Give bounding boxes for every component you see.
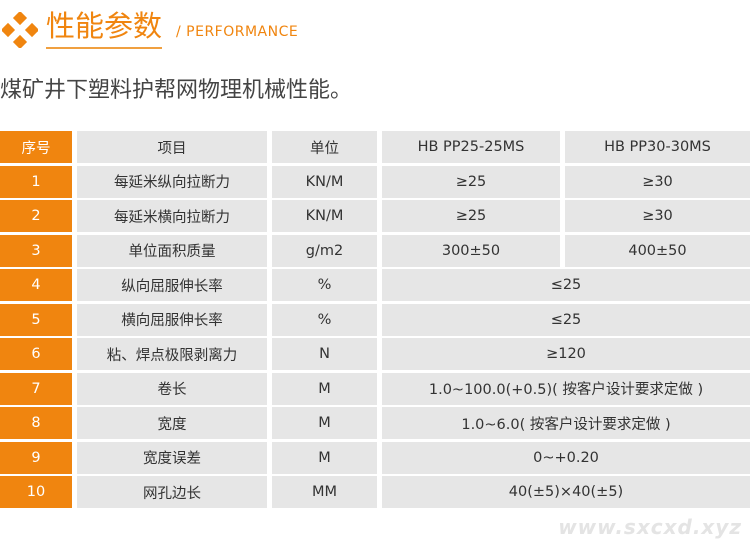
- section-description: 煤矿井下塑料护帮网物理机械性能。: [0, 78, 353, 103]
- section-title: 性能参数: [46, 8, 163, 49]
- table-cell: 5: [0, 303, 72, 336]
- table-cell: 6: [0, 338, 72, 370]
- table-cell: 300±50: [382, 234, 560, 267]
- table-cell: 网孔边长: [77, 476, 267, 508]
- table-cell: 宽度: [77, 407, 267, 439]
- header-cell: HB PP25-25MS: [382, 131, 560, 163]
- table-cell: 横向屈服伸长率: [77, 303, 267, 336]
- table-cell: 1: [0, 165, 72, 198]
- table-cell: %: [272, 303, 377, 336]
- table-cell: 10: [0, 476, 72, 508]
- table-cell: ≤25: [382, 303, 750, 336]
- table-cell: 1.0~100.0(+0.5)( 按客户设计要求定做 ): [382, 372, 750, 405]
- table-cell: ≥30: [565, 200, 750, 232]
- table-cell: 粘、焊点极限剥离力: [77, 338, 267, 370]
- diamond-logo-icon: [2, 12, 38, 48]
- header-cell: 项目: [77, 131, 267, 163]
- table-cell: g/m2: [272, 234, 377, 267]
- table-cell: ≥25: [382, 165, 560, 198]
- table-cell: 0~+0.20: [382, 441, 750, 474]
- table-cell: KN/M: [272, 200, 377, 232]
- table-cell: M: [272, 372, 377, 405]
- performance-table: 序号 项目 单位 HB PP25-25MS HB PP30-30MS 1 每延米纵…: [0, 131, 750, 508]
- table-cell: ≥25: [382, 200, 560, 232]
- table-cell: 9: [0, 441, 72, 474]
- table-cell: 1.0~6.0( 按客户设计要求定做 ): [382, 407, 750, 439]
- table-cell: ≤25: [382, 269, 750, 301]
- table-cell: %: [272, 269, 377, 301]
- table-cell: M: [272, 441, 377, 474]
- table-cell: 2: [0, 200, 72, 232]
- table-cell: 卷长: [77, 372, 267, 405]
- table-cell: 3: [0, 234, 72, 267]
- table-cell: MM: [272, 476, 377, 508]
- table-cell: 每延米横向拉断力: [77, 200, 267, 232]
- table-cell: 7: [0, 372, 72, 405]
- table-cell: ≥30: [565, 165, 750, 198]
- table-cell: 纵向屈服伸长率: [77, 269, 267, 301]
- table-cell: 400±50: [565, 234, 750, 267]
- header-cell: HB PP30-30MS: [565, 131, 750, 163]
- table-cell: ≥120: [382, 338, 750, 370]
- table-cell: KN/M: [272, 165, 377, 198]
- table-cell: 4: [0, 269, 72, 301]
- header-cell: 序号: [0, 131, 72, 163]
- section-subtitle: / PERFORMANCE: [176, 24, 299, 40]
- table-cell: 8: [0, 407, 72, 439]
- table-cell: N: [272, 338, 377, 370]
- table-cell: 每延米纵向拉断力: [77, 165, 267, 198]
- table-cell: M: [272, 407, 377, 439]
- header-cell: 单位: [272, 131, 377, 163]
- table-cell: 单位面积质量: [77, 234, 267, 267]
- watermark: www.sxcxd.xyz: [558, 515, 742, 539]
- table-cell: 40(±5)×40(±5): [382, 476, 750, 508]
- table-cell: 宽度误差: [77, 441, 267, 474]
